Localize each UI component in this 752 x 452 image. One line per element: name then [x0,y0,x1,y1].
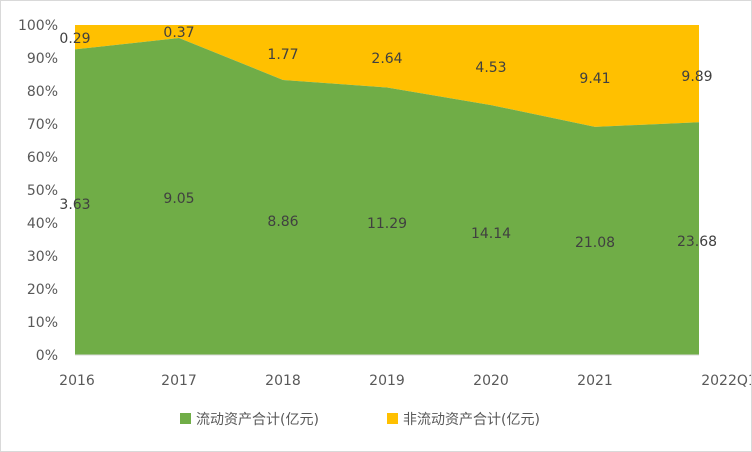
data-label-noncurrent-assets: 0.37 [163,25,194,41]
data-label-current-assets: 8.86 [267,214,298,230]
legend-swatch-noncurrent-assets [387,413,398,424]
data-label-noncurrent-assets: 0.29 [59,31,90,47]
data-label-current-assets: 21.08 [575,235,615,251]
y-axis-tick-labels: 0% 10% 20% 30% 40% 50% 60% 70% 80% 90% 100% [18,18,58,364]
x-tick-label: 2022Q1 [701,373,751,389]
data-label-noncurrent-assets: 1.77 [267,47,298,63]
x-tick-label: 2017 [161,373,197,389]
y-tick-label: 70% [27,117,58,133]
y-tick-label: 90% [27,51,58,67]
y-tick-label: 80% [27,84,58,100]
y-tick-label: 20% [27,282,58,298]
y-tick-label: 100% [18,18,58,34]
x-axis-tick-labels: 2016 2017 2018 2019 2020 2021 2022Q1 [59,373,751,389]
area-layer [75,25,699,355]
data-label-noncurrent-assets: 9.41 [579,71,610,87]
data-label-noncurrent-assets: 4.53 [475,60,506,76]
legend-label-noncurrent-assets: 非流动资产合计(亿元) [403,412,540,428]
area-current-assets [75,37,699,355]
x-tick-label: 2020 [473,373,509,389]
data-label-noncurrent-assets: 9.89 [681,69,712,85]
y-tick-label: 30% [27,249,58,265]
x-tick-label: 2021 [577,373,613,389]
x-tick-label: 2016 [59,373,95,389]
x-tick-label: 2019 [369,373,405,389]
y-tick-label: 40% [27,216,58,232]
y-tick-label: 10% [27,315,58,331]
data-label-noncurrent-assets: 2.64 [371,51,402,67]
y-tick-label: 60% [27,150,58,166]
data-label-current-assets: 11.29 [367,216,407,232]
data-label-current-assets: 23.68 [677,234,717,250]
legend-swatch-current-assets [180,413,191,424]
y-tick-label: 0% [36,348,58,364]
legend-label-current-assets: 流动资产合计(亿元) [196,412,319,428]
legend: 流动资产合计(亿元) 非流动资产合计(亿元) [180,412,540,428]
area-noncurrent-assets [75,25,699,127]
y-tick-label: 50% [27,183,58,199]
data-labels: 3.63 9.05 8.86 11.29 14.14 21.08 23.68 0.29 0.37… [59,25,717,251]
data-label-current-assets: 9.05 [163,191,194,207]
data-label-current-assets: 14.14 [471,226,511,242]
x-tick-label: 2018 [265,373,301,389]
watermark-text: 百家号/享迎 [672,427,741,443]
data-label-current-assets: 3.63 [59,197,90,213]
